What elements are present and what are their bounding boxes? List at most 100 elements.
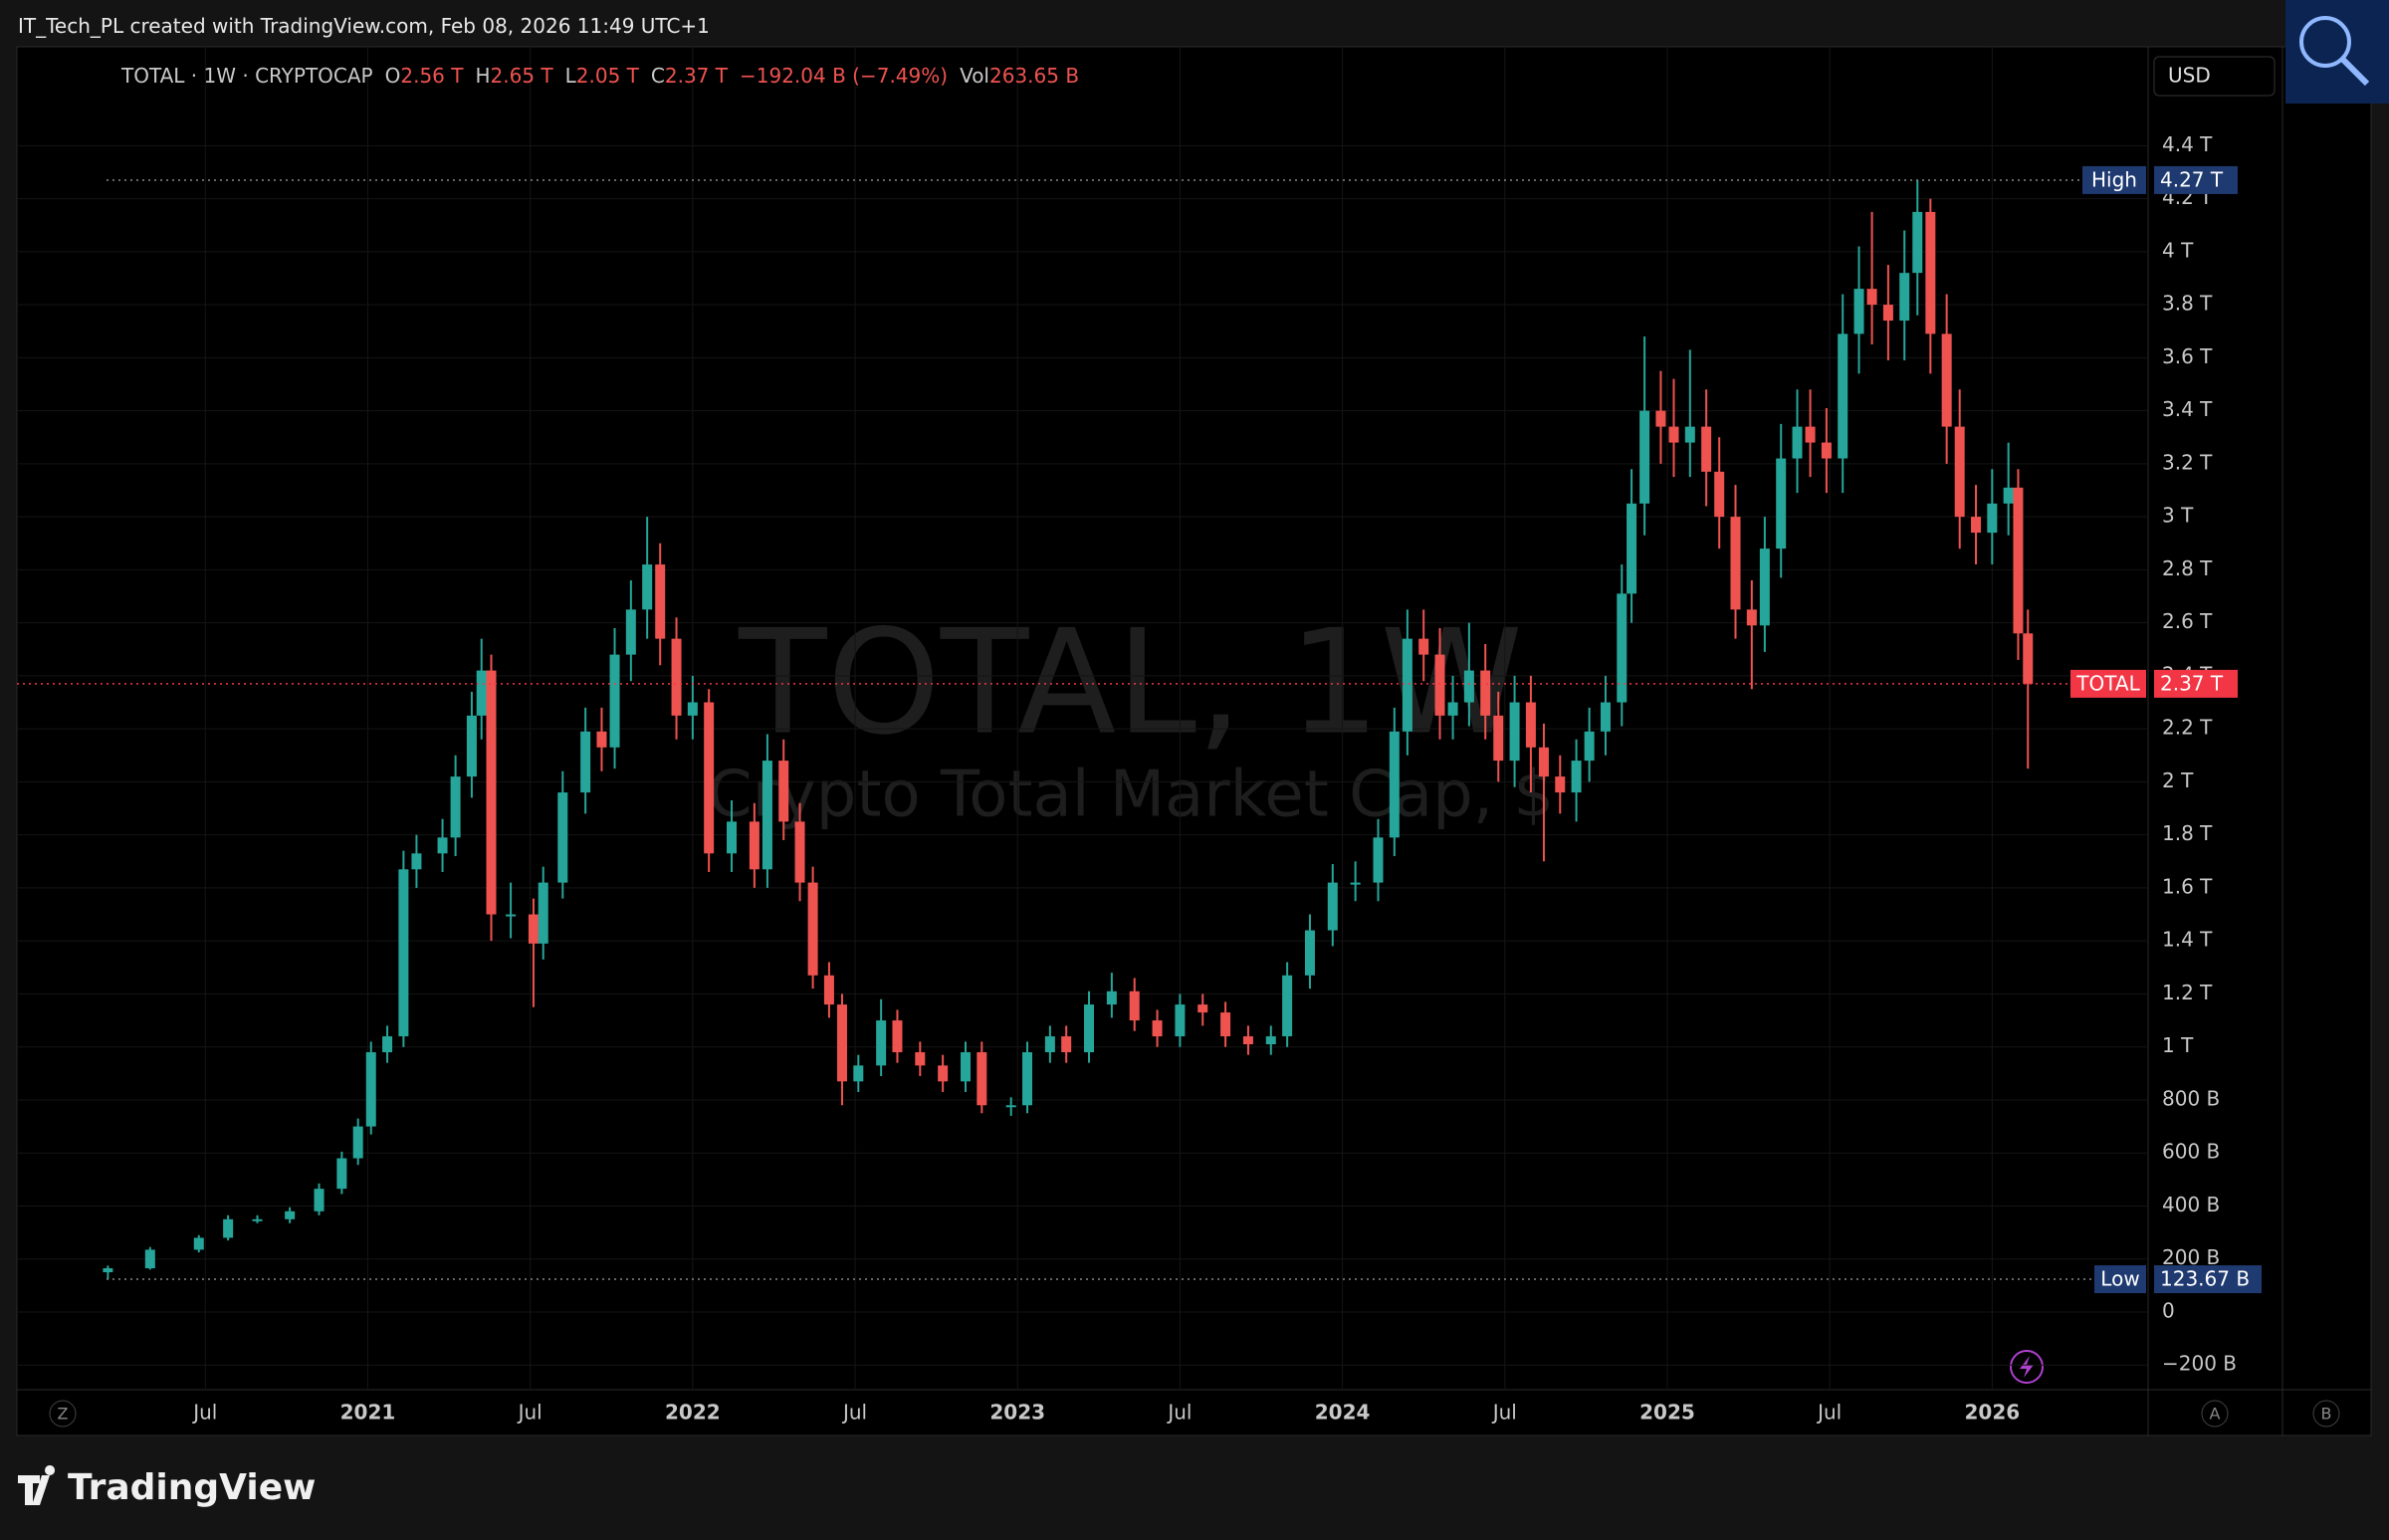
candle-body <box>352 1126 363 1159</box>
x-tick-label: 2023 <box>989 1401 1045 1425</box>
legend-key: O <box>384 64 401 88</box>
candle-body <box>1175 1004 1186 1037</box>
candle-body <box>1402 638 1412 732</box>
candle-body <box>1776 458 1787 550</box>
candle-body <box>807 882 818 976</box>
legend-item: O2.56 T <box>385 64 464 88</box>
candle-body <box>655 564 666 639</box>
candle-body <box>1805 426 1816 443</box>
candle-body <box>1555 776 1566 793</box>
marker-name: High <box>2091 167 2137 191</box>
candle-body <box>1668 426 1679 443</box>
y-tick-label: 3 T <box>2162 504 2194 528</box>
candle-body <box>1480 670 1491 716</box>
candle-body <box>1838 333 1848 459</box>
candle-body <box>1746 609 1757 626</box>
y-tick-label: 3.2 T <box>2162 450 2213 474</box>
x-tick-label: Jul <box>191 1401 217 1425</box>
candle-body <box>336 1158 347 1190</box>
candle-body <box>144 1249 155 1269</box>
marker-name: Low <box>2100 1267 2139 1291</box>
candle-body <box>1571 761 1582 793</box>
legend-value: 263.65 B <box>988 64 1080 88</box>
legend-key: L <box>564 64 576 88</box>
candle-body <box>1350 882 1361 885</box>
y-tick-label: 800 B <box>2162 1086 2220 1110</box>
candle-body <box>1821 442 1832 459</box>
candle-body <box>1925 211 1936 334</box>
candle-body <box>1941 333 1952 427</box>
legend-key: Vol <box>960 64 989 88</box>
watermark-subtitle: Crypto Total Market Cap, $ <box>708 759 1554 832</box>
candle-body <box>609 654 620 748</box>
candle-body <box>1304 930 1315 976</box>
y-tick-label: 3.8 T <box>2162 292 2213 316</box>
currency-button[interactable] <box>2153 56 2276 97</box>
x-tick-label: 2022 <box>665 1401 721 1425</box>
x-tick-label: 2025 <box>1639 1401 1695 1425</box>
candle-body <box>671 638 682 716</box>
marker-value-box <box>2154 165 2238 194</box>
candle-body <box>727 821 738 854</box>
y-tick-label: 2.8 T <box>2162 556 2213 580</box>
y-tick-label: 600 B <box>2162 1140 2220 1164</box>
legend-key: C <box>650 64 665 88</box>
marker-value: 123.67 B <box>2160 1267 2250 1291</box>
alert-icon[interactable] <box>2010 1350 2044 1384</box>
y-tick-label: 400 B <box>2162 1193 2220 1216</box>
candle-body <box>1282 975 1293 1037</box>
logo-box <box>2285 0 2389 104</box>
x-tick-label: 2021 <box>340 1401 396 1425</box>
candle-body <box>466 715 477 777</box>
candle-body <box>1197 1004 1208 1013</box>
candle-body <box>1022 1052 1033 1106</box>
y-tick-label: 4.4 T <box>2162 132 2213 156</box>
candle-body <box>1714 471 1725 518</box>
x-tick-label: Jul <box>517 1401 543 1425</box>
candle-body <box>1792 426 1803 459</box>
candle-body <box>876 1020 887 1066</box>
candle-body <box>794 821 805 883</box>
candle-body <box>1129 990 1140 1021</box>
candle-body <box>915 1052 926 1066</box>
toolbar-button[interactable] <box>2201 1400 2229 1428</box>
candle-body <box>761 761 772 870</box>
candle-body <box>938 1065 949 1082</box>
candle-body <box>596 731 607 748</box>
legend-value: 2.65 T <box>490 64 553 88</box>
candle-body <box>1434 654 1445 716</box>
candle-body <box>1463 670 1474 703</box>
brand: TradingView <box>68 1467 317 1508</box>
legend-item: H2.65 T <box>475 64 552 88</box>
legend-change: −192.04 B (−7.49%) <box>739 64 949 88</box>
candle-body <box>538 882 548 944</box>
candle-body <box>687 702 698 716</box>
legend-symbol: TOTAL · 1W · CRYPTOCAP <box>121 64 373 88</box>
candle-body <box>2003 487 2014 504</box>
candle-body <box>1044 1036 1055 1053</box>
toolbar-button[interactable] <box>49 1400 77 1428</box>
logo-icon <box>2340 57 2370 87</box>
candle-body <box>1493 715 1504 762</box>
legend-item: Vol263.65 B <box>960 64 1079 88</box>
y-tick-label: 4 T <box>2162 238 2194 262</box>
candle-body <box>411 853 422 870</box>
marker-value: 2.37 T <box>2160 671 2224 695</box>
y-tick-label: 2 T <box>2162 769 2194 792</box>
x-tick-label: Jul <box>1491 1401 1517 1425</box>
candle-body <box>749 821 760 870</box>
toolbar-button[interactable] <box>2312 1400 2340 1428</box>
y-tick-label: 0 <box>2162 1298 2175 1322</box>
candle-body <box>1005 1105 1016 1108</box>
candle-body <box>2013 487 2024 634</box>
x-tick-label: Jul <box>1166 1401 1192 1425</box>
candle-body <box>625 609 636 655</box>
y-tick-label: 2.2 T <box>2162 716 2213 740</box>
candle-body <box>1655 410 1666 427</box>
candle-body <box>1617 593 1628 703</box>
brand-logo <box>18 1465 56 1505</box>
y-tick-label: 1 T <box>2162 1033 2194 1057</box>
x-tick-label: 2024 <box>1315 1401 1371 1425</box>
marker-value-box <box>2154 669 2238 698</box>
